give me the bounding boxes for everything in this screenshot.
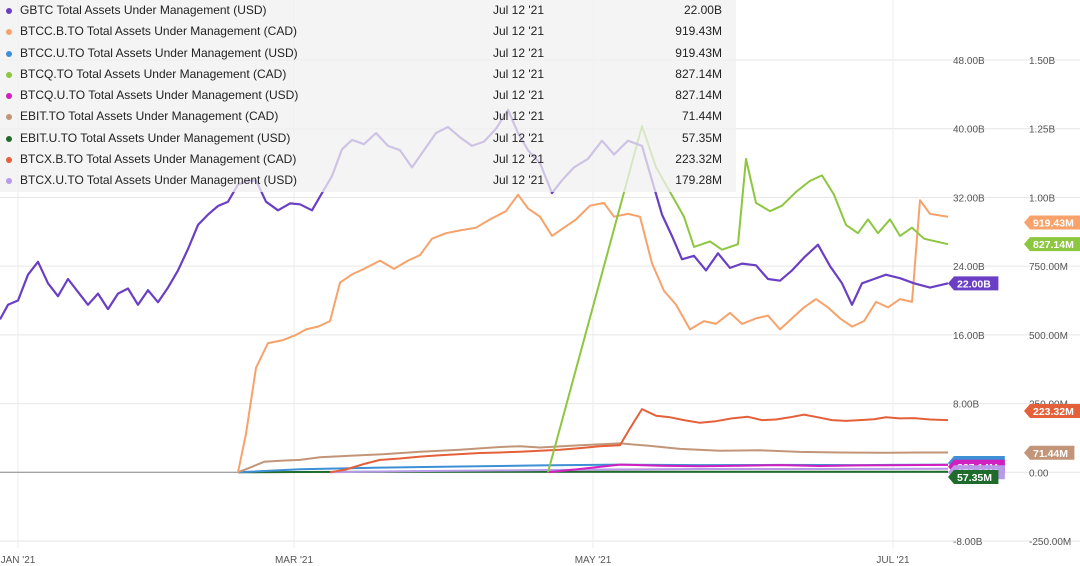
legend-value: 22.00B (683, 3, 722, 17)
end-label-tag (948, 276, 999, 291)
legend: GBTC Total Assets Under Management (USD)… (0, 0, 736, 192)
legend-dot-icon (6, 71, 12, 78)
series-line (547, 463, 949, 474)
legend-series-name: BTCQ.U.TO Total Assets Under Management … (20, 88, 299, 103)
end-label: 827.14M (1024, 237, 1080, 251)
legend-date: Jul 12 '21 (493, 130, 544, 145)
end-label-tag (1024, 215, 1080, 230)
right-axis-tick: 750.00M (1029, 262, 1068, 273)
legend-value: 71.44M (681, 109, 722, 124)
legend-dot-icon (6, 50, 12, 57)
end-label: 22.00B (948, 276, 999, 291)
end-label-tag (1024, 403, 1080, 418)
legend-value: 827.14M (675, 66, 722, 81)
series-line (329, 408, 949, 474)
legend-date: Jul 12 '21 (493, 24, 544, 39)
legend-series-name: BTCC.U.TO Total Assets Under Management … (20, 45, 298, 60)
end-label-text: 919.43M (1033, 217, 1074, 229)
x-axis-tick: JUL '21 (876, 555, 910, 566)
legend-date: Jul 12 '21 (493, 152, 544, 167)
x-axis-tick: MAR '21 (275, 555, 313, 566)
right-axis-tick: 1.00B (1029, 193, 1055, 204)
right-axis-tick: -250.00M (1029, 537, 1071, 548)
left-axis-tick: -8.00B (953, 537, 983, 548)
legend-series-name: BTCC.B.TO Total Assets Under Management … (20, 24, 297, 39)
legend-date: Jul 12 '21 (493, 66, 544, 81)
legend-value: 179.28M (675, 173, 722, 188)
end-label-text: 57.35M (957, 472, 992, 484)
legend-row[interactable]: EBIT.TO Total Assets Under Management (C… (0, 106, 736, 127)
left-axis-tick: 40.00B (953, 125, 985, 136)
end-label: 57.35M (948, 469, 999, 484)
legend-series-name: BTCX.U.TO Total Assets Under Management … (20, 173, 297, 188)
end-label-tag (1024, 237, 1080, 252)
legend-date: Jul 12 '21 (493, 45, 544, 60)
right-axis-tick: 1.50B (1029, 56, 1055, 67)
legend-row[interactable]: BTCC.B.TO Total Assets Under Management … (0, 21, 736, 42)
legend-date: Jul 12 '21 (493, 3, 544, 17)
legend-row[interactable]: BTCQ.TO Total Assets Under Management (C… (0, 64, 736, 85)
legend-dot-icon (6, 93, 12, 100)
legend-row[interactable]: BTCC.U.TO Total Assets Under Management … (0, 43, 736, 64)
series-line (329, 467, 949, 474)
end-label-text: 22.00B (957, 278, 991, 290)
left-axis-tick: 48.00B (953, 56, 985, 67)
legend-series-name: GBTC Total Assets Under Management (USD) (20, 3, 267, 17)
end-label-tag (948, 469, 999, 484)
legend-value: 57.35M (681, 130, 722, 145)
legend-row[interactable]: EBIT.U.TO Total Assets Under Management … (0, 128, 736, 149)
legend-value: 919.43M (675, 24, 722, 39)
end-label: 223.32M (1024, 403, 1080, 418)
x-axis-tick: JAN '21 (1, 555, 36, 566)
legend-dot-icon (6, 8, 12, 14)
right-axis-tick: 1.25B (1029, 125, 1055, 136)
right-axis-tick: 500.00M (1029, 331, 1068, 342)
legend-dot-icon (6, 157, 12, 164)
legend-date: Jul 12 '21 (493, 88, 544, 103)
legend-value: 919.43M (675, 45, 722, 60)
left-axis-tick: 8.00B (953, 400, 979, 411)
legend-row[interactable]: BTCX.B.TO Total Assets Under Management … (0, 149, 736, 170)
legend-date: Jul 12 '21 (493, 109, 544, 124)
legend-row[interactable]: BTCX.U.TO Total Assets Under Management … (0, 170, 736, 191)
end-label-tag (1024, 445, 1075, 460)
legend-series-name: EBIT.TO Total Assets Under Management (C… (20, 109, 279, 124)
series-line (547, 125, 949, 473)
legend-row[interactable]: GBTC Total Assets Under Management (USD)… (0, 0, 736, 21)
legend-dot-icon (6, 135, 12, 142)
legend-dot-icon (6, 178, 12, 185)
legend-dot-icon (6, 114, 12, 121)
end-value-labels: 919.43M827.14M22.00B223.32M71.44M919.43M… (948, 215, 1080, 484)
legend-series-name: EBIT.U.TO Total Assets Under Management … (20, 130, 291, 145)
end-label: 71.44M (1024, 445, 1075, 460)
end-label-text: 827.14M (1033, 239, 1074, 251)
legend-dot-icon (6, 29, 12, 36)
legend-series-name: BTCX.B.TO Total Assets Under Management … (20, 152, 297, 167)
right-axis-tick: 0.00 (1029, 468, 1049, 479)
legend-value: 827.14M (675, 88, 722, 103)
left-axis-tick: 24.00B (953, 262, 985, 273)
left-axis-tick: 16.00B (953, 331, 985, 342)
left-axis-tick: 32.00B (953, 193, 985, 204)
legend-row[interactable]: BTCQ.U.TO Total Assets Under Management … (0, 85, 736, 106)
legend-value: 223.32M (675, 152, 722, 167)
legend-date: Jul 12 '21 (493, 173, 544, 188)
end-label-text: 223.32M (1033, 406, 1074, 418)
x-axis-tick: MAY '21 (575, 555, 612, 566)
series-line (237, 442, 948, 474)
end-label-text: 71.44M (1033, 448, 1068, 460)
series-line (237, 193, 949, 473)
legend-series-name: BTCQ.TO Total Assets Under Management (C… (20, 66, 287, 81)
end-label: 919.43M (1024, 215, 1080, 230)
